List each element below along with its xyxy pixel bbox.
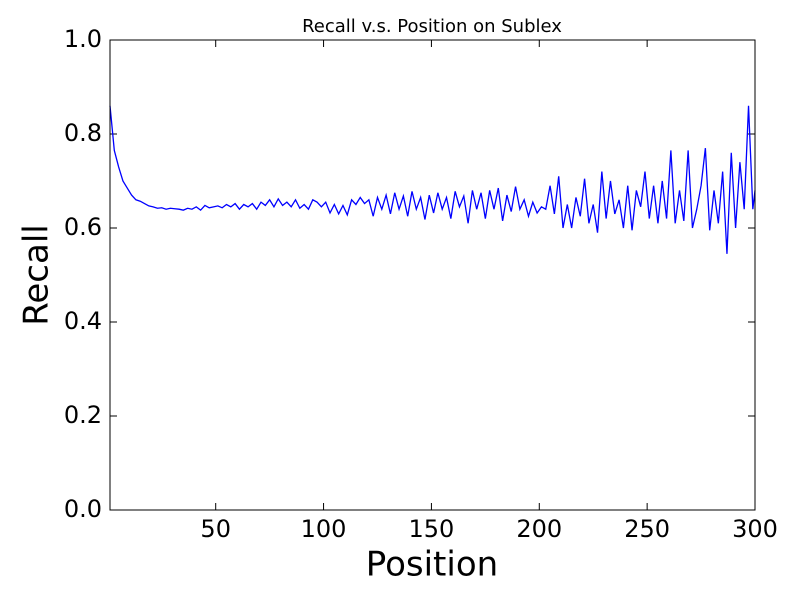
chart-title: Recall v.s. Position on Sublex (302, 16, 562, 37)
x-tick-label: 100 (301, 515, 347, 543)
x-tick-label: 200 (516, 515, 562, 543)
x-tick-label: 250 (624, 515, 670, 543)
y-tick-label: 1.0 (64, 25, 102, 53)
y-tick-label: 0.0 (64, 495, 102, 523)
x-tick-label: 150 (409, 515, 455, 543)
x-axis-label: Position (366, 545, 498, 585)
data-line (109, 105, 756, 254)
y-axis-label: Recall (17, 224, 57, 325)
x-tick-label: 50 (200, 515, 231, 543)
plot-frame (109, 39, 756, 511)
x-tick-label: 300 (732, 515, 778, 543)
y-tick-label: 0.2 (64, 401, 102, 429)
y-tick-label: 0.8 (64, 119, 102, 147)
y-tick-label: 0.4 (64, 307, 102, 335)
y-tick-label: 0.6 (64, 213, 102, 241)
